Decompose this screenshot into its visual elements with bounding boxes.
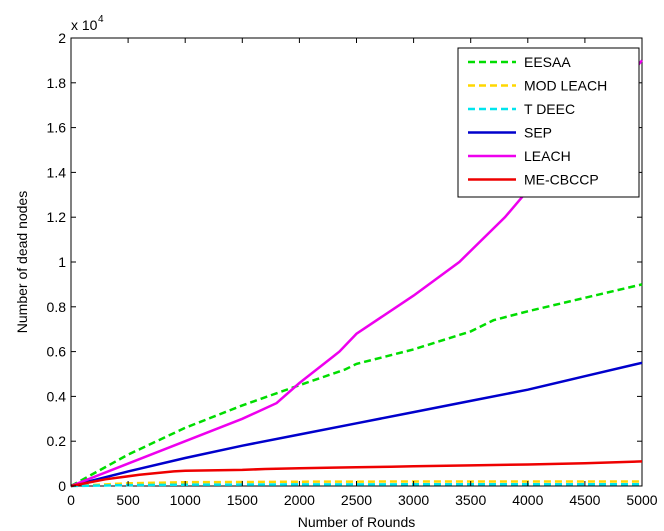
y-tick-label: 0.6 <box>47 344 67 360</box>
x-tick-label: 4500 <box>569 492 600 508</box>
y-tick-label: 2 <box>58 30 66 46</box>
x-tick-label: 2000 <box>284 492 315 508</box>
series-line-sep <box>70 361 643 488</box>
y-tick-label: 0.2 <box>47 433 67 449</box>
axis-ticks: 0 500 1000 1500 2000 2500 3000 3500 4000 4500 5000… <box>47 30 658 508</box>
x-tick-label: 1000 <box>170 492 201 508</box>
y-axis-label: Number of dead nodes <box>14 191 30 333</box>
x-tick-label: 3000 <box>398 492 429 508</box>
y-tick-label: 0.4 <box>47 388 67 404</box>
x-tick-label: 1500 <box>227 492 258 508</box>
y-multiplier-exponent: 4 <box>98 14 104 25</box>
x-axis-label: Number of Rounds <box>298 514 416 530</box>
legend-label: ME-CBCCP <box>524 172 599 188</box>
legend-label: SEP <box>524 125 552 141</box>
x-tick-label: 2500 <box>341 492 372 508</box>
y-axis-multiplier: x 10 4 <box>71 14 104 33</box>
legend-label: MOD LEACH <box>524 78 607 94</box>
series-line-leach <box>70 59 643 488</box>
y-tick-label: 0.8 <box>47 299 67 315</box>
x-tick-label: 3500 <box>455 492 486 508</box>
y-multiplier-base: x 10 <box>71 17 98 33</box>
x-tick-label: 4000 <box>512 492 543 508</box>
x-tick-label: 5000 <box>626 492 657 508</box>
legend-box <box>457 47 640 198</box>
series-line-me-cbccp <box>70 460 643 488</box>
y-tick-label: 1 <box>58 254 66 270</box>
legend-label: LEACH <box>524 148 571 164</box>
y-tick-label: 0 <box>58 478 66 494</box>
y-tick-label: 1.4 <box>47 164 67 180</box>
legend-label: T DEEC <box>524 101 575 117</box>
x-tick-label: 500 <box>116 492 140 508</box>
y-tick-label: 1.2 <box>47 209 67 225</box>
legend-label: EESAA <box>524 54 571 70</box>
x-tick-label: 0 <box>67 492 75 508</box>
y-tick-label: 1.8 <box>47 75 67 91</box>
legend: EESAA MOD LEACH T DEEC SEP LEACH ME-CBCCP <box>457 47 640 198</box>
y-tick-label: 1.6 <box>47 120 67 136</box>
series-line-mod-leach <box>70 480 642 488</box>
series-line-eesaa <box>70 283 643 488</box>
